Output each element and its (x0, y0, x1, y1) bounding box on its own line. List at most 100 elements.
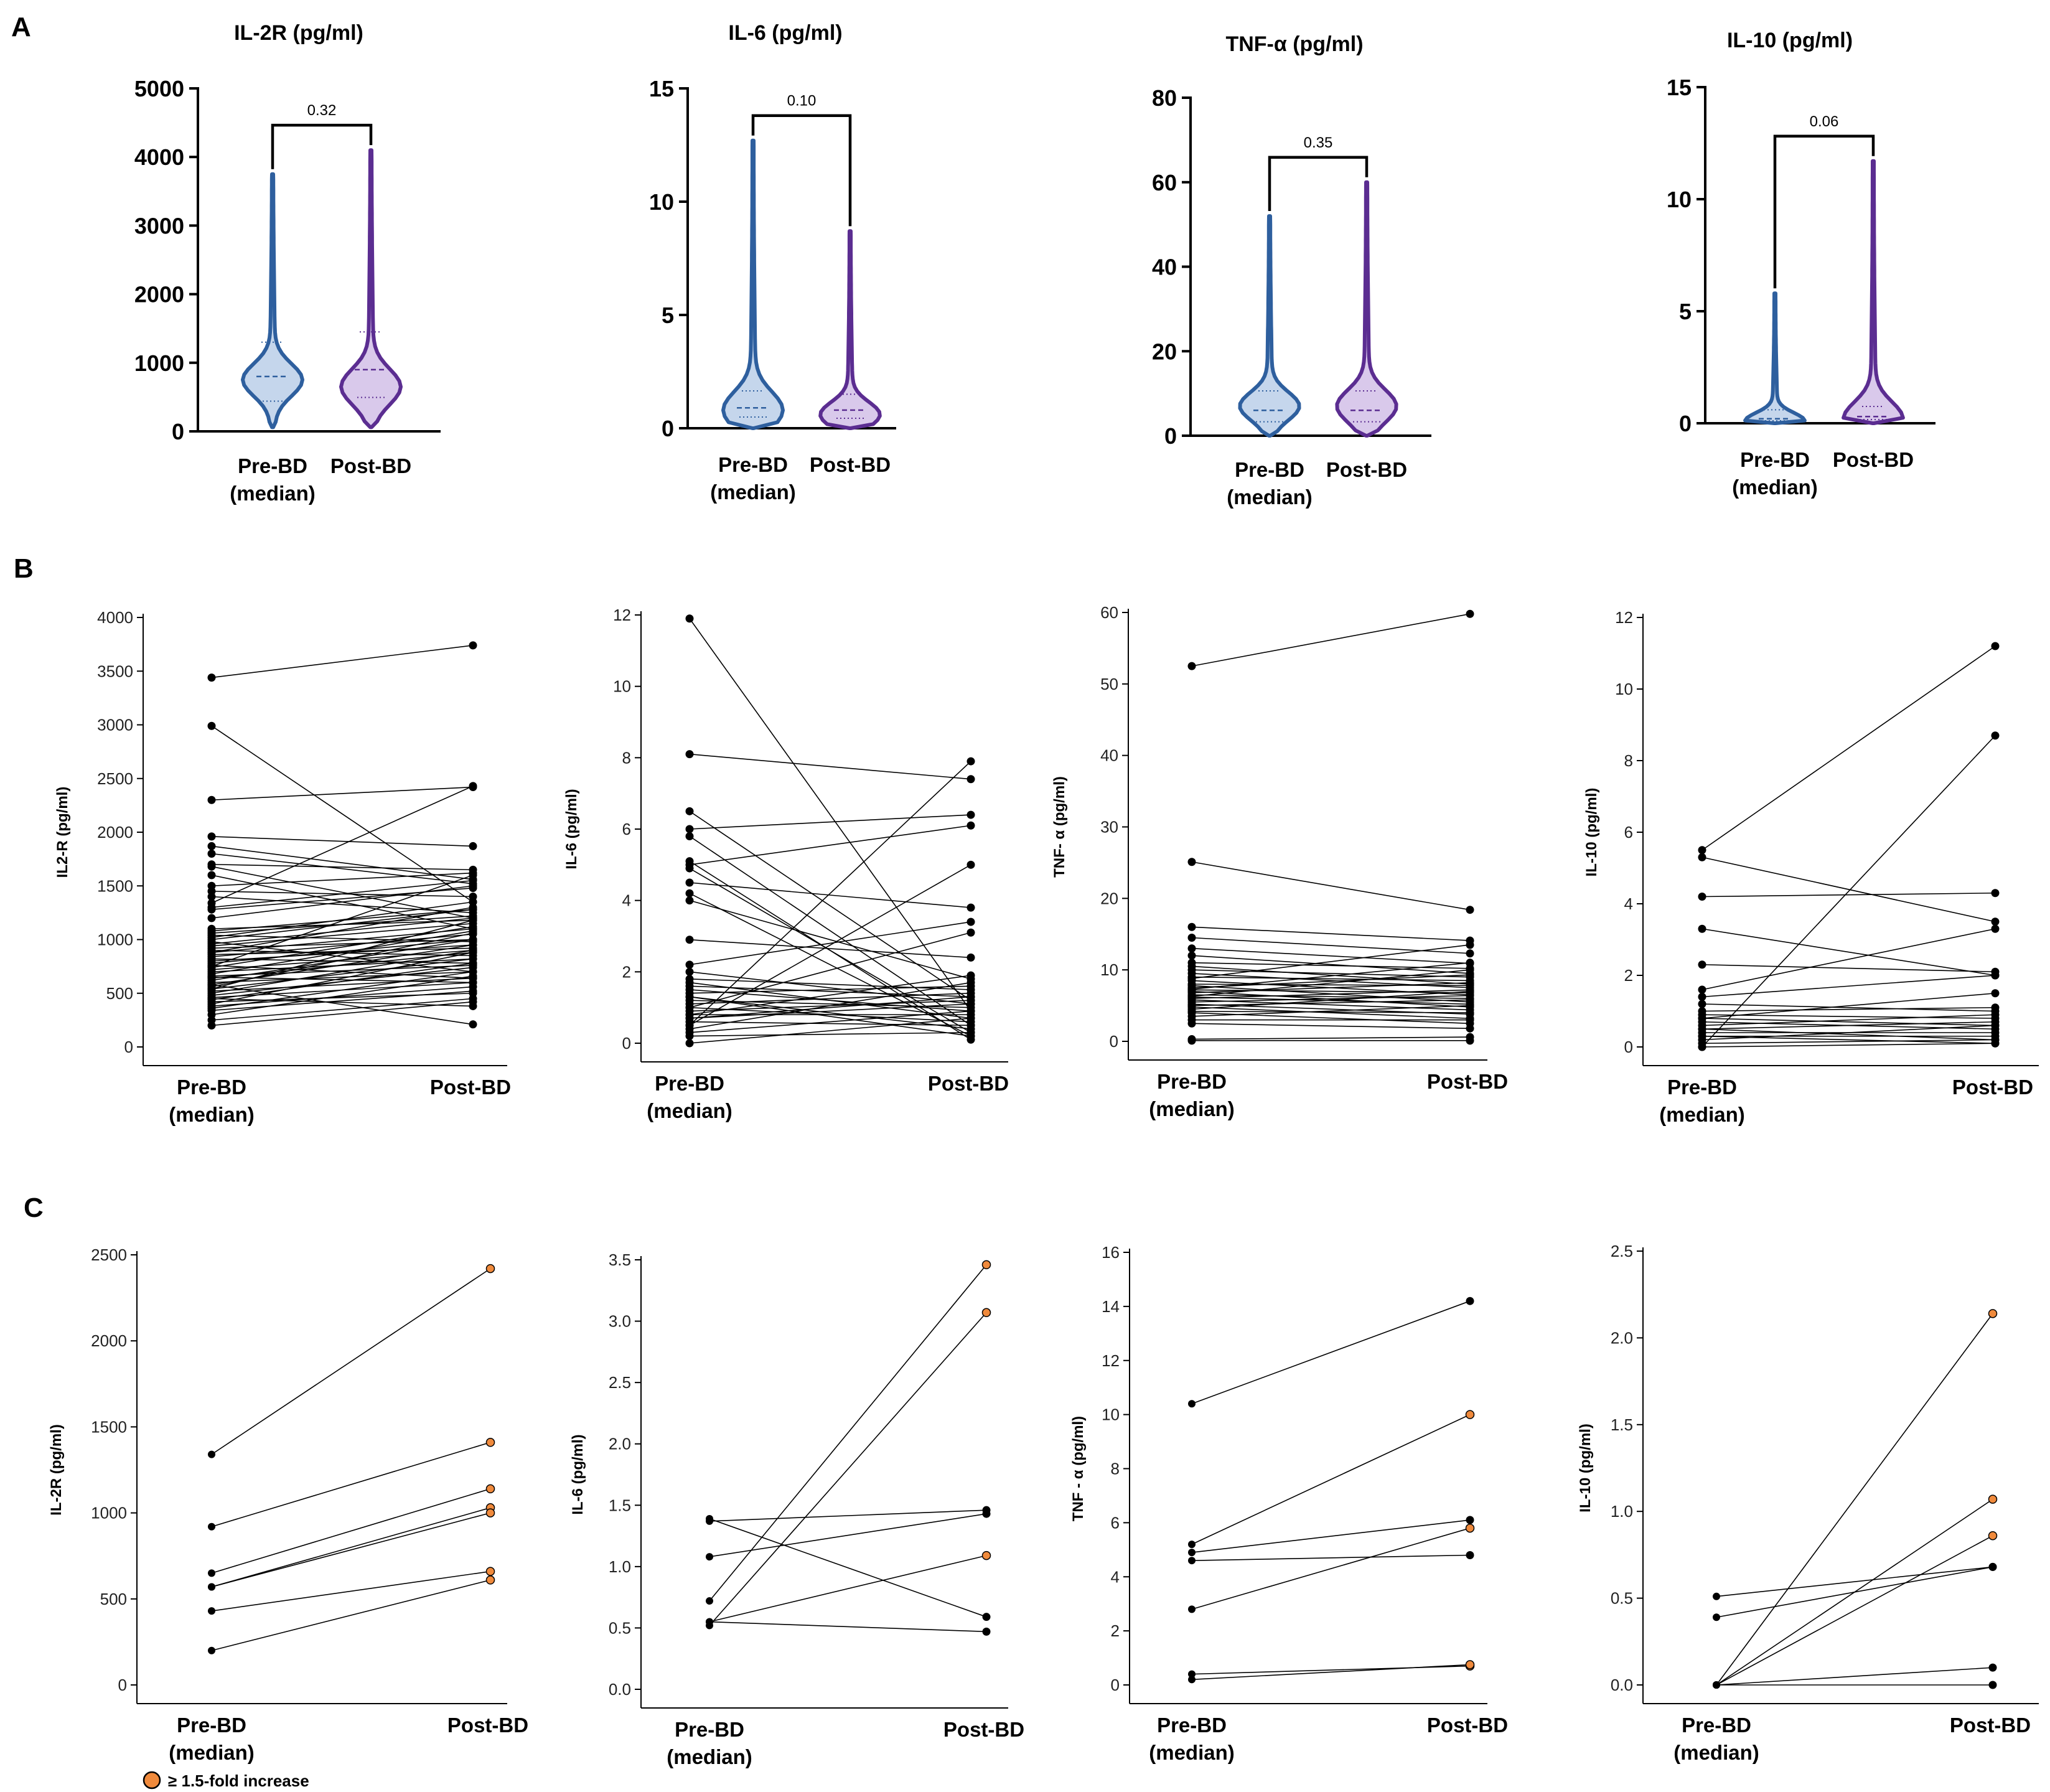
point-post (469, 959, 477, 967)
y-tick-label: 60 (1100, 603, 1118, 622)
x-category-post: Post-BD (430, 1076, 511, 1099)
violin-chart-il10: IL-10 (pg/ml) 0 5 10 15 0.06 Pre-BD (median) Pos… (1667, 29, 1935, 499)
violin-pre (721, 138, 785, 430)
y-tick-label: 0.5 (1611, 1589, 1633, 1608)
pair-line (211, 971, 474, 1009)
point-post-increase (485, 1438, 495, 1447)
pair-line (1191, 1010, 1471, 1013)
point-pre (1698, 985, 1706, 994)
point-pre (207, 893, 216, 901)
y-tick-label: 30 (1100, 818, 1118, 837)
point-post (1466, 995, 1474, 1004)
x-category-pre: Pre-BD (655, 1072, 724, 1095)
point-pre (1187, 933, 1196, 942)
point-pre (208, 1646, 215, 1654)
point-pre (1187, 944, 1196, 953)
point-post (1466, 1024, 1474, 1033)
violin-post (1842, 159, 1905, 425)
y-tick-label: 6 (622, 820, 631, 838)
pair-line (709, 1621, 987, 1633)
point-pre (706, 1597, 713, 1605)
point-post-increase (1988, 1531, 1998, 1541)
x-category-pre: Pre-BD (1667, 1076, 1737, 1099)
point-post (469, 978, 477, 987)
y-tick-label: 1.5 (609, 1496, 631, 1514)
pair-line (689, 810, 971, 1001)
pair-line (211, 917, 474, 945)
violin-chart-il6: IL-6 (pg/ml) 0 5 10 15 0.10 Pre-BD (median) Post… (649, 21, 896, 504)
pair-line (211, 975, 474, 1016)
y-tick-label: 10 (613, 677, 631, 696)
y-tick-label: 0 (662, 416, 674, 441)
y-tick-label: 10 (1667, 187, 1692, 212)
y-tick-label: 0 (1111, 1676, 1120, 1694)
point-post (1991, 1021, 2000, 1030)
y-tick-label: 6 (1111, 1513, 1120, 1532)
point-post (1466, 941, 1474, 949)
pair-line (689, 1021, 971, 1026)
point-pre (208, 1522, 215, 1531)
point-pre (207, 994, 216, 1003)
pair-line (211, 645, 474, 678)
pair-line (211, 944, 474, 962)
point-pre (207, 850, 216, 858)
pair-line (211, 990, 474, 1011)
pair-line (689, 753, 971, 780)
pair-line (689, 982, 971, 1030)
point-pre (1698, 993, 1706, 1001)
x-category-post: Post-BD (1326, 458, 1407, 481)
point-pre (706, 1517, 713, 1525)
pair-line (211, 880, 474, 908)
point-post (1466, 987, 1474, 996)
pair-line (689, 992, 971, 1005)
pair-line (1716, 1566, 1993, 1597)
point-pre (207, 795, 216, 804)
point-pre (685, 878, 694, 887)
pair-line (211, 926, 474, 969)
violin-pre (241, 172, 304, 429)
x-category-pre-line2: (median) (1149, 1741, 1235, 1764)
point-pre (207, 914, 216, 922)
point-pre (1187, 985, 1196, 993)
point-pre (207, 973, 216, 982)
y-tick-label: 2.5 (609, 1373, 631, 1392)
pair-line (1191, 969, 1471, 997)
point-pre (685, 1039, 694, 1048)
pair-line (211, 977, 474, 983)
point-post (966, 775, 975, 784)
y-axis-label: IL-2R (pg/ml) (48, 1424, 65, 1516)
pair-line (211, 786, 474, 904)
point-post (469, 916, 477, 924)
y-tick-label: 5 (662, 303, 674, 328)
point-post (1466, 978, 1474, 987)
y-tick-label: 4 (622, 891, 631, 910)
pair-line (211, 949, 474, 994)
pair-line (211, 885, 474, 919)
point-post (982, 1627, 991, 1636)
point-pre (207, 962, 216, 971)
point-post (1988, 1562, 1997, 1571)
point-pre (1713, 1613, 1720, 1621)
point-post-increase (485, 1567, 495, 1576)
chart-title: TNF-α (pg/ml) (1225, 32, 1363, 56)
y-tick-label: 14 (1102, 1297, 1120, 1316)
pair-line (1191, 965, 1471, 985)
pair-line (689, 1010, 971, 1033)
y-tick-label: 4000 (97, 608, 133, 627)
pair-line (1701, 1006, 1996, 1012)
y-tick-label: 12 (613, 606, 631, 624)
point-pre (207, 862, 216, 871)
point-pre (1698, 1014, 1706, 1023)
point-pre (1187, 922, 1196, 931)
y-tick-label: 3000 (134, 213, 184, 238)
point-post-increase (485, 1575, 495, 1585)
point-pre (1187, 662, 1196, 670)
point-pre (208, 1583, 215, 1591)
y-tick-label: 40 (1152, 255, 1177, 280)
significance-bracket (751, 114, 852, 227)
p-value: 0.32 (307, 102, 337, 119)
y-tick-label: 0 (1110, 1032, 1118, 1051)
point-pre (1698, 1032, 1706, 1041)
significance-bracket (1773, 134, 1875, 289)
point-pre (685, 832, 694, 840)
